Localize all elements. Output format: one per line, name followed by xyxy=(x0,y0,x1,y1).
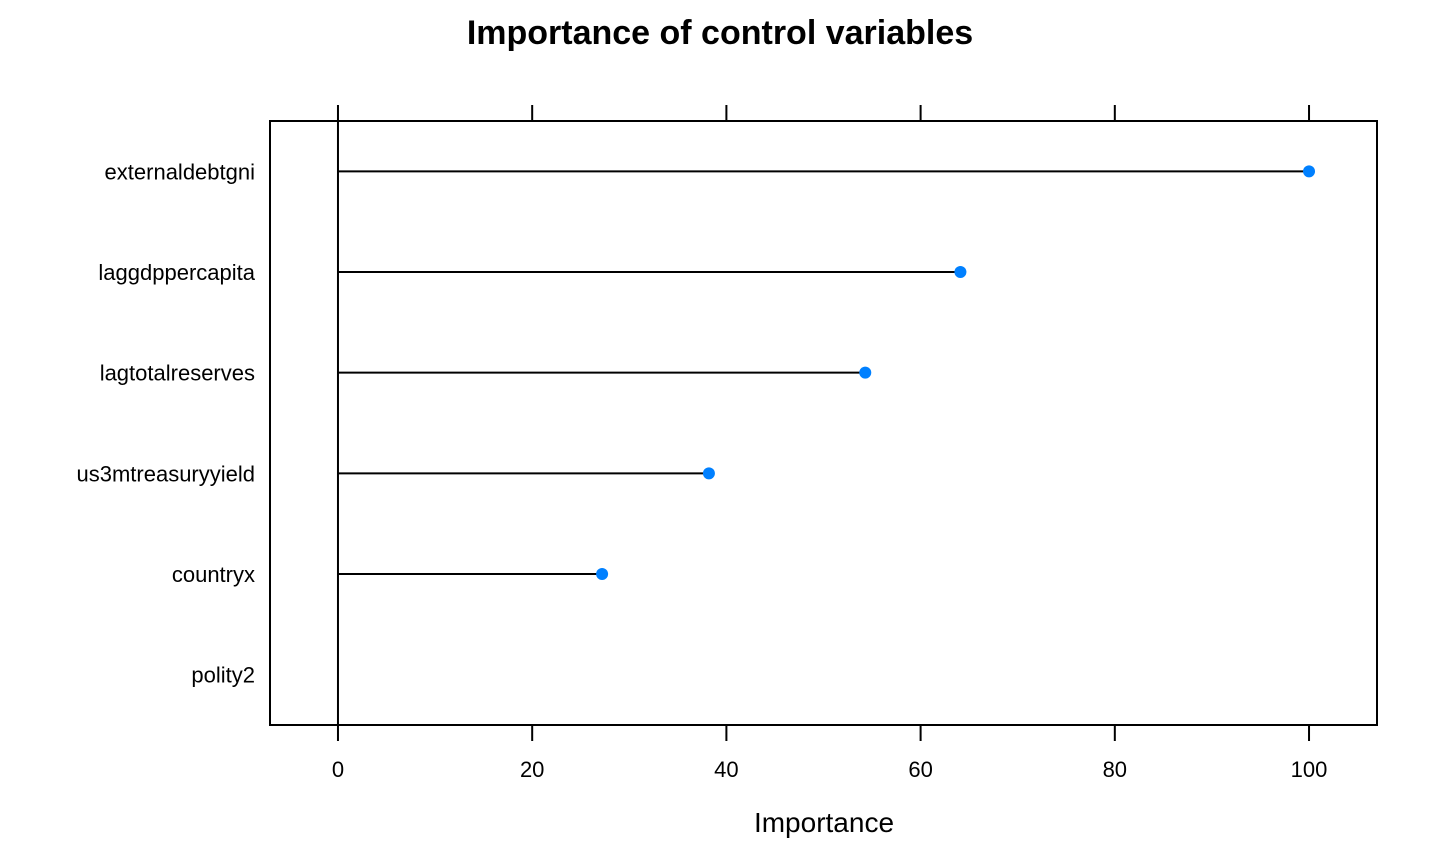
importance-point xyxy=(1303,165,1316,178)
x-axis-title: Importance xyxy=(754,807,894,838)
x-tick-label: 60 xyxy=(908,757,932,782)
importance-point xyxy=(702,467,715,480)
chart-title: Importance of control variables xyxy=(467,14,973,52)
plot-frame xyxy=(269,120,1378,726)
importance-point xyxy=(954,266,967,278)
importance-point xyxy=(596,568,609,580)
importance-point xyxy=(859,366,872,379)
x-tick-label: 20 xyxy=(520,757,544,782)
category-label: polity2 xyxy=(191,663,255,688)
category-label: lagtotalreserves xyxy=(100,361,255,386)
x-tick-label: 0 xyxy=(332,757,344,782)
x-tick-label: 80 xyxy=(1103,757,1127,782)
x-tick-label: 40 xyxy=(714,757,738,782)
category-label: laggdppercapita xyxy=(98,260,255,285)
category-label: countryx xyxy=(172,562,255,587)
x-tick-label: 100 xyxy=(1291,757,1328,782)
category-label: externaldebtgni xyxy=(105,159,255,184)
category-label: us3mtreasuryyield xyxy=(76,461,255,486)
plot-area: 0 20 40 60 80 100 externaldebtgni laggdppercapi… xyxy=(76,105,1327,782)
